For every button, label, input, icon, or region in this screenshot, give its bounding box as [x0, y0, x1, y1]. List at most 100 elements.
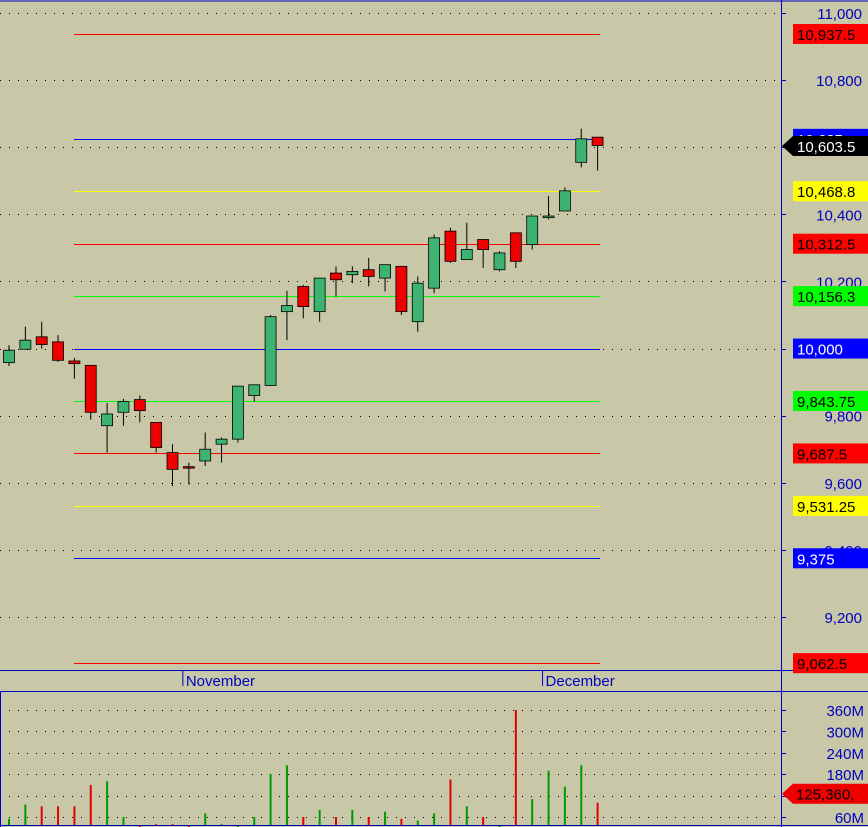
candle	[215, 437, 228, 463]
candle-body-down	[52, 341, 64, 361]
candle-body-down	[477, 239, 490, 250]
level-tag-label: 10,312.5	[797, 237, 855, 254]
candle-body-down	[509, 232, 522, 262]
level-tag-bg	[793, 338, 868, 359]
volume-tick-label: 240M	[826, 746, 864, 763]
current-volume-tag-label: 125,360,	[796, 787, 854, 804]
candle-body-up	[460, 249, 473, 261]
candle-body-up	[411, 282, 424, 323]
candle	[182, 462, 195, 485]
level-tag-label: 10,156.3	[797, 289, 855, 306]
current-price-tag-bg	[782, 136, 868, 157]
candle	[84, 364, 97, 420]
candle	[3, 345, 15, 367]
candle-body-up	[248, 384, 261, 396]
current-volume-tag: 125,360,	[782, 783, 868, 804]
candle	[444, 227, 457, 263]
candle-body-down	[395, 265, 408, 313]
price-tick-label: 9,600	[824, 476, 862, 493]
volume-tick-label: 60M	[835, 810, 864, 827]
level-tag-label: 9,687.5	[797, 446, 847, 463]
volume-bars	[8, 710, 599, 827]
level-tag-bg	[793, 653, 868, 674]
level-tag: 9,062.5	[793, 653, 868, 674]
candle-body-up	[428, 237, 441, 289]
current-volume-tag-bg	[782, 783, 868, 804]
candle-body-down	[362, 269, 375, 277]
candle-body-down	[84, 364, 97, 413]
volume-tick-label: 300M	[826, 724, 864, 741]
level-tag-label: 10,000	[797, 342, 843, 359]
candle-body-up	[542, 215, 555, 219]
level-tag-bg	[793, 233, 868, 254]
level-tag-label: 10,937.5	[797, 27, 855, 44]
candle	[493, 251, 506, 272]
level-tag: 9,531.25	[793, 495, 868, 516]
price-tick-label: 10,800	[816, 73, 862, 90]
level-tag-bg	[793, 548, 868, 569]
candle	[248, 384, 261, 402]
candle-body-down	[35, 336, 48, 345]
candle-body-up	[264, 316, 277, 386]
candle	[117, 398, 130, 426]
level-tag: 10,312.5	[793, 233, 868, 254]
candle	[395, 265, 408, 315]
level-tag-label: 9,843.75	[797, 394, 855, 411]
candle	[330, 266, 342, 297]
candle-body-down	[133, 399, 146, 412]
candle	[133, 395, 146, 423]
level-tag-label: 9,062.5	[797, 656, 847, 673]
candle	[199, 432, 212, 466]
candle-body-down	[330, 272, 342, 281]
candle	[477, 239, 490, 269]
candle-body-up	[19, 339, 32, 350]
candle	[35, 321, 48, 349]
month-label: November	[186, 673, 255, 690]
candles	[3, 128, 604, 487]
candle	[526, 215, 539, 250]
candle	[346, 266, 359, 284]
candle-body-down	[444, 230, 457, 262]
level-tag-bg	[793, 286, 868, 307]
candle-body-up	[346, 270, 359, 276]
candle	[509, 232, 522, 269]
candle	[542, 195, 555, 220]
candle-body-down	[297, 286, 310, 308]
candle	[575, 128, 588, 168]
level-tag-label: 10,603.5	[797, 139, 855, 156]
candle-body-up	[526, 215, 539, 245]
candle	[19, 326, 32, 350]
price-tick-label: 10,400	[816, 207, 862, 224]
candle-body-down	[68, 360, 81, 365]
candle	[411, 276, 424, 332]
candle	[264, 315, 277, 386]
candle	[428, 234, 441, 294]
month-labels: November December	[182, 671, 615, 690]
volume-tick-label: 360M	[826, 703, 864, 720]
candle	[460, 222, 473, 261]
candle	[559, 187, 571, 212]
candle-body-up	[215, 438, 228, 445]
candle-body-down	[182, 466, 195, 469]
candle	[68, 357, 81, 379]
level-tag: 9,687.5	[793, 443, 868, 464]
price-tick-label: 9,200	[824, 610, 862, 627]
candle	[313, 277, 326, 322]
candle	[379, 264, 391, 292]
candle-body-up	[379, 264, 391, 279]
level-tag-label: 9,375	[797, 551, 835, 568]
level-tag: 10,468.8	[793, 181, 868, 202]
level-tag-bg	[793, 390, 868, 411]
candle-body-up	[493, 252, 506, 271]
level-tag: 9,843.75	[793, 390, 868, 411]
volume-axis-labels: 60M 180M 240M 300M 360M 125,360,	[782, 703, 868, 827]
candle-body-up	[281, 305, 293, 313]
level-tag-bg	[793, 495, 868, 516]
candle-body-up	[117, 401, 130, 413]
candle-body-down	[166, 452, 179, 470]
current-price-tag: 10,603.5	[782, 136, 868, 157]
price-axis-labels: 9,2009,4009,6009,80010,00010,20010,40010…	[816, 6, 862, 627]
